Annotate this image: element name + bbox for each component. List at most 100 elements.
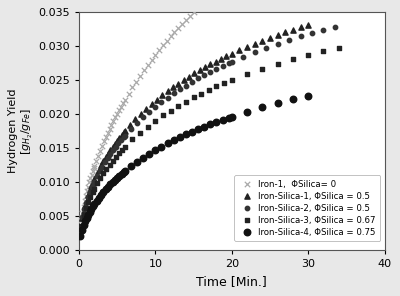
Iron-Silica-2, ΦSilica = 0.5	[158, 100, 165, 104]
Iron-Silica-1, ΦSilica = 0.5	[132, 117, 139, 122]
Iron-1,  ΦSilica= 0	[97, 148, 103, 153]
Iron-Silica-2, ΦSilica = 0.5	[128, 127, 134, 131]
Iron-Silica-2, ΦSilica = 0.5	[134, 120, 140, 125]
Iron-Silica-2, ΦSilica = 0.5	[120, 135, 127, 139]
Iron-1,  ΦSilica= 0	[77, 227, 83, 232]
Iron-Silica-1, ΦSilica = 0.5	[85, 192, 91, 197]
Iron-Silica-3, ΦSilica = 0.67	[228, 78, 235, 82]
Iron-Silica-1, ΦSilica = 0.5	[118, 132, 125, 137]
Iron-Silica-1, ΦSilica = 0.5	[180, 78, 187, 83]
Iron-1,  ΦSilica= 0	[190, 9, 197, 14]
Iron-Silica-4, ΦSilica = 0.75	[112, 177, 118, 182]
Iron-1,  ΦSilica= 0	[78, 218, 84, 223]
Iron-1,  ΦSilica= 0	[156, 48, 162, 52]
Iron-Silica-1, ΦSilica = 0.5	[164, 89, 171, 94]
Iron-Silica-1, ΦSilica = 0.5	[143, 107, 149, 111]
Iron-Silica-4, ΦSilica = 0.75	[88, 207, 94, 211]
Iron-Silica-3, ΦSilica = 0.67	[137, 130, 143, 135]
Iron-Silica-4, ΦSilica = 0.75	[93, 198, 100, 203]
Iron-1,  ΦSilica= 0	[85, 184, 91, 189]
Iron-Silica-1, ΦSilica = 0.5	[112, 141, 118, 146]
Iron-Silica-1, ΦSilica = 0.5	[79, 215, 85, 220]
Iron-Silica-2, ΦSilica = 0.5	[240, 54, 246, 59]
Iron-1,  ΦSilica= 0	[100, 139, 107, 144]
Iron-Silica-3, ΦSilica = 0.67	[106, 162, 113, 167]
Iron-1,  ΦSilica= 0	[194, 6, 200, 10]
Iron-Silica-4, ΦSilica = 0.75	[121, 169, 127, 174]
Iron-Silica-4, ΦSilica = 0.75	[226, 115, 232, 120]
Iron-Silica-2, ΦSilica = 0.5	[226, 61, 232, 65]
Iron-Silica-4, ΦSilica = 0.75	[116, 173, 123, 178]
Iron-Silica-1, ΦSilica = 0.5	[175, 81, 182, 86]
Iron-Silica-2, ΦSilica = 0.5	[274, 41, 281, 46]
Iron-Silica-2, ΦSilica = 0.5	[94, 174, 100, 179]
Iron-Silica-1, ΦSilica = 0.5	[244, 44, 250, 49]
Iron-Silica-2, ΦSilica = 0.5	[164, 95, 171, 100]
Iron-Silica-2, ΦSilica = 0.5	[87, 189, 93, 194]
Iron-1,  ΦSilica= 0	[114, 111, 120, 116]
Iron-Silica-1, ΦSilica = 0.5	[282, 30, 288, 35]
Iron-Silica-2, ΦSilica = 0.5	[183, 83, 189, 88]
Iron-Silica-2, ΦSilica = 0.5	[81, 207, 88, 212]
Iron-Silica-1, ΦSilica = 0.5	[186, 74, 192, 79]
Iron-1,  ΦSilica= 0	[104, 131, 111, 135]
Iron-Silica-4, ΦSilica = 0.75	[158, 144, 165, 149]
Iron-Silica-3, ΦSilica = 0.67	[259, 66, 266, 71]
Iron-Silica-2, ΦSilica = 0.5	[89, 185, 95, 189]
Iron-Silica-1, ΦSilica = 0.5	[90, 180, 96, 185]
Iron-1,  ΦSilica= 0	[133, 79, 140, 84]
Iron-1,  ΦSilica= 0	[202, 0, 208, 3]
Iron-1,  ΦSilica= 0	[80, 204, 87, 209]
Iron-1,  ΦSilica= 0	[126, 91, 132, 96]
Iron-Silica-1, ΦSilica = 0.5	[267, 36, 273, 40]
Iron-Silica-2, ΦSilica = 0.5	[91, 180, 98, 184]
Iron-1,  ΦSilica= 0	[93, 159, 99, 163]
Iron-Silica-4, ΦSilica = 0.75	[146, 152, 152, 156]
Iron-Silica-2, ΦSilica = 0.5	[297, 34, 304, 39]
Iron-Silica-1, ΦSilica = 0.5	[100, 159, 107, 164]
Iron-Silica-3, ΦSilica = 0.67	[129, 137, 136, 142]
Iron-Silica-4, ΦSilica = 0.75	[177, 135, 183, 140]
Iron-Silica-2, ΦSilica = 0.5	[286, 38, 292, 42]
Iron-Silica-4, ΦSilica = 0.75	[82, 219, 88, 223]
Iron-1,  ΦSilica= 0	[122, 98, 128, 102]
Iron-Silica-1, ΦSilica = 0.5	[252, 41, 258, 46]
Iron-Silica-4, ΦSilica = 0.75	[90, 204, 96, 209]
Iron-1,  ΦSilica= 0	[198, 2, 204, 7]
Iron-Silica-3, ΦSilica = 0.67	[168, 108, 174, 113]
Iron-Silica-3, ΦSilica = 0.67	[206, 87, 212, 92]
Iron-Silica-4, ΦSilica = 0.75	[77, 234, 84, 238]
Iron-Silica-2, ΦSilica = 0.5	[91, 181, 97, 185]
Iron-Silica-1, ΦSilica = 0.5	[148, 102, 155, 107]
Iron-Silica-4, ΦSilica = 0.75	[244, 110, 250, 114]
Iron-Silica-2, ΦSilica = 0.5	[332, 25, 338, 29]
Iron-1,  ΦSilica= 0	[137, 73, 143, 78]
Iron-Silica-1, ΦSilica = 0.5	[290, 28, 296, 32]
Iron-Silica-3, ΦSilica = 0.67	[144, 124, 151, 129]
Iron-1,  ΦSilica= 0	[175, 25, 182, 30]
Iron-Silica-2, ΦSilica = 0.5	[77, 226, 84, 231]
Iron-1,  ΦSilica= 0	[108, 123, 115, 127]
Iron-1,  ΦSilica= 0	[88, 172, 95, 177]
Iron-1,  ΦSilica= 0	[168, 34, 174, 39]
Iron-Silica-1, ΦSilica = 0.5	[159, 93, 166, 98]
Iron-1,  ΦSilica= 0	[112, 115, 118, 120]
Iron-Silica-1, ΦSilica = 0.5	[105, 151, 111, 156]
Iron-Silica-1, ΦSilica = 0.5	[236, 48, 243, 53]
Iron-Silica-2, ΦSilica = 0.5	[263, 45, 269, 50]
Iron-Silica-2, ΦSilica = 0.5	[99, 164, 106, 169]
Iron-1,  ΦSilica= 0	[129, 85, 136, 90]
Iron-Silica-3, ΦSilica = 0.67	[91, 186, 98, 191]
Iron-Silica-3, ΦSilica = 0.67	[97, 176, 104, 180]
Iron-Silica-1, ΦSilica = 0.5	[83, 197, 90, 202]
Iron-Silica-4, ΦSilica = 0.75	[102, 187, 109, 192]
Iron-Silica-1, ΦSilica = 0.5	[274, 33, 281, 37]
Iron-Silica-1, ΦSilica = 0.5	[107, 148, 114, 152]
Iron-Silica-3, ΦSilica = 0.67	[190, 95, 197, 100]
Iron-Silica-3, ΦSilica = 0.67	[175, 104, 182, 108]
Iron-1,  ΦSilica= 0	[90, 169, 96, 173]
Iron-Silica-3, ΦSilica = 0.67	[87, 194, 94, 199]
Iron-Silica-4, ΦSilica = 0.75	[105, 184, 111, 189]
Iron-Silica-4, ΦSilica = 0.75	[228, 114, 235, 119]
Iron-Silica-4, ΦSilica = 0.75	[83, 215, 90, 220]
